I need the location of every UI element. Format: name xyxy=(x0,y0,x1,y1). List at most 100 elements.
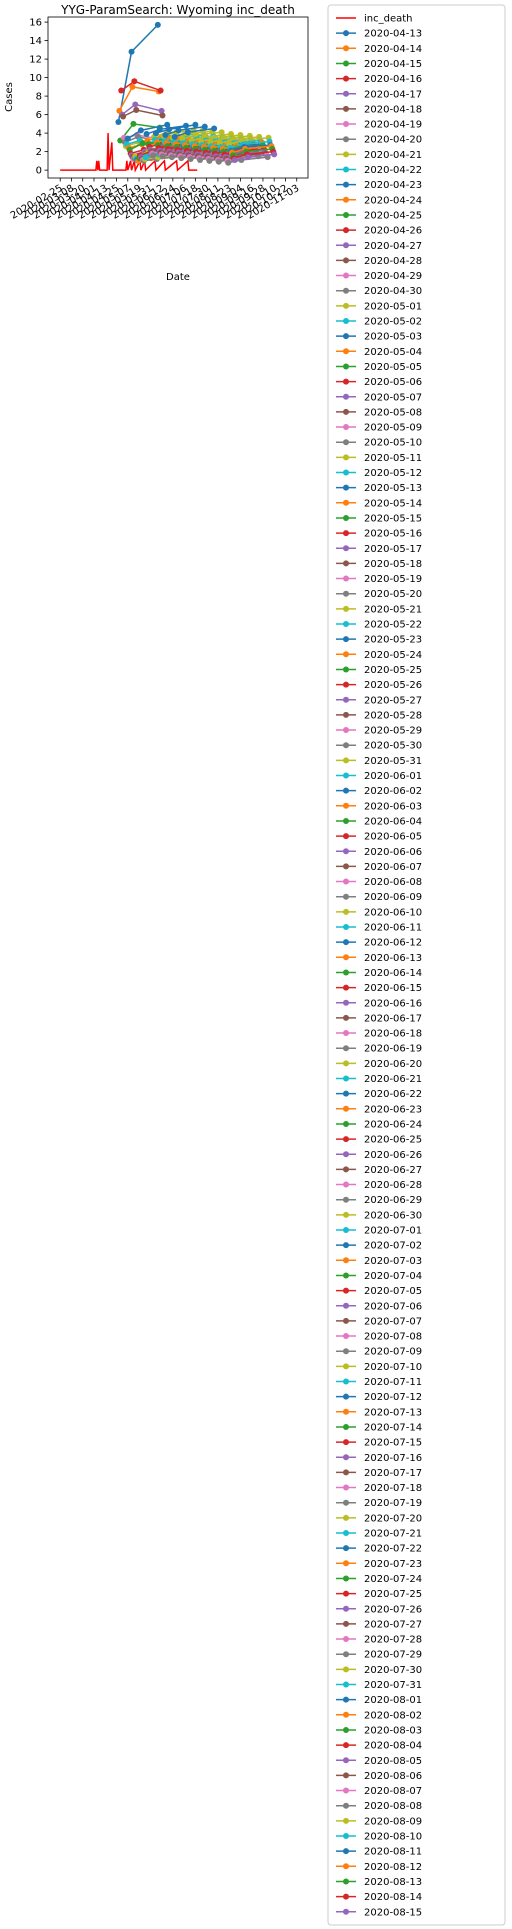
point xyxy=(131,78,138,85)
legend-label: 2020-04-22 xyxy=(364,165,422,176)
legend-label: 2020-06-10 xyxy=(364,907,422,918)
legend-label: 2020-08-06 xyxy=(364,1771,422,1782)
legend-marker xyxy=(343,1408,349,1415)
legend-marker xyxy=(343,1196,349,1203)
legend-marker xyxy=(343,1711,349,1718)
point xyxy=(175,127,182,134)
legend-marker xyxy=(343,1439,349,1446)
legend-marker xyxy=(343,90,349,97)
legend-marker xyxy=(343,514,349,521)
legend-marker xyxy=(343,848,349,855)
legend-label: 2020-07-20 xyxy=(364,1513,422,1524)
legend-label: 2020-04-26 xyxy=(364,226,422,237)
point xyxy=(162,131,169,138)
legend-marker xyxy=(343,1090,349,1097)
legend-marker xyxy=(343,1848,349,1855)
legend-marker xyxy=(343,757,349,764)
legend-marker xyxy=(343,1742,349,1749)
legend-marker xyxy=(343,1075,349,1082)
legend-label: 2020-07-27 xyxy=(364,1619,422,1630)
legend-label: 2020-07-24 xyxy=(364,1574,422,1585)
legend-marker xyxy=(343,1726,349,1733)
legend-marker xyxy=(343,878,349,885)
legend-marker xyxy=(343,272,349,279)
legend-label: 2020-06-02 xyxy=(364,786,422,797)
legend-label: 2020-07-26 xyxy=(364,1604,422,1615)
legend-label: 2020-05-30 xyxy=(364,741,422,752)
legend-marker xyxy=(343,711,349,718)
legend-marker xyxy=(343,1363,349,1370)
legend-label: 2020-08-05 xyxy=(364,1756,422,1767)
legend-label: 2020-05-15 xyxy=(364,513,422,524)
legend-label: 2020-06-30 xyxy=(364,1210,422,1221)
legend-label: 2020-05-23 xyxy=(364,635,422,646)
legend-label: 2020-07-05 xyxy=(364,1286,422,1297)
legend-marker xyxy=(343,1802,349,1809)
point xyxy=(159,153,166,160)
legend-label: 2020-06-08 xyxy=(364,877,422,888)
point xyxy=(244,154,251,161)
point xyxy=(218,129,225,136)
point xyxy=(157,87,164,94)
legend-label: 2020-04-30 xyxy=(364,286,422,297)
legend-label: 2020-07-14 xyxy=(364,1422,422,1433)
legend-label: 2020-06-14 xyxy=(364,968,422,979)
legend-marker xyxy=(343,772,349,779)
legend-marker xyxy=(343,227,349,234)
legend-label: 2020-08-14 xyxy=(364,1892,422,1903)
legend-marker xyxy=(343,1696,349,1703)
point xyxy=(115,119,122,126)
legend-label: 2020-06-07 xyxy=(364,862,422,873)
legend-marker xyxy=(343,60,349,67)
legend-label: 2020-05-29 xyxy=(364,726,422,737)
legend-marker xyxy=(343,621,349,627)
legend-label: 2020-05-04 xyxy=(364,347,422,358)
legend-marker xyxy=(343,1317,349,1324)
legend-label: 2020-04-17 xyxy=(364,89,422,100)
legend-marker xyxy=(343,1181,349,1188)
y-tick-label: 6 xyxy=(36,110,42,121)
legend-marker xyxy=(343,454,349,461)
legend-marker xyxy=(343,1469,349,1476)
legend-label: 2020-06-18 xyxy=(364,1029,422,1040)
legend-marker xyxy=(343,363,349,370)
point xyxy=(184,129,191,136)
legend-marker xyxy=(343,742,349,749)
point xyxy=(192,131,199,138)
legend-label: 2020-05-17 xyxy=(364,544,422,555)
legend-marker xyxy=(343,166,349,173)
legend-label: 2020-05-31 xyxy=(364,756,422,767)
legend-marker xyxy=(343,1060,349,1067)
legend-label: 2020-04-18 xyxy=(364,104,422,115)
legend-marker xyxy=(343,211,349,218)
legend-label: 2020-05-02 xyxy=(364,317,422,328)
legend-marker xyxy=(343,893,349,900)
legend-marker xyxy=(343,636,349,643)
legend-marker xyxy=(343,666,349,673)
legend-marker xyxy=(343,1227,349,1233)
legend-marker xyxy=(343,393,349,400)
legend-marker xyxy=(343,333,349,340)
legend-marker xyxy=(343,1878,349,1885)
legend-label: 2020-08-13 xyxy=(364,1877,422,1888)
legend-label: 2020-06-15 xyxy=(364,983,422,994)
legend-label: 2020-06-20 xyxy=(364,1059,422,1070)
legend-marker xyxy=(343,999,349,1006)
y-tick-label: 8 xyxy=(36,92,42,103)
legend-label: 2020-04-20 xyxy=(364,135,422,146)
legend-label: 2020-07-12 xyxy=(364,1392,422,1403)
legend-marker xyxy=(343,1651,349,1658)
legend-marker xyxy=(343,787,349,794)
point xyxy=(187,156,194,163)
series-line xyxy=(117,24,159,123)
legend-label: 2020-06-03 xyxy=(364,801,422,812)
legend-marker xyxy=(343,1863,349,1870)
x-axis-label: Date xyxy=(166,272,190,283)
legend-marker xyxy=(343,121,349,128)
legend-marker xyxy=(343,469,349,476)
legend-label: inc_death xyxy=(364,14,413,25)
legend-label: 2020-06-04 xyxy=(364,816,422,827)
point xyxy=(211,125,218,132)
point xyxy=(158,107,165,114)
point xyxy=(128,48,135,55)
